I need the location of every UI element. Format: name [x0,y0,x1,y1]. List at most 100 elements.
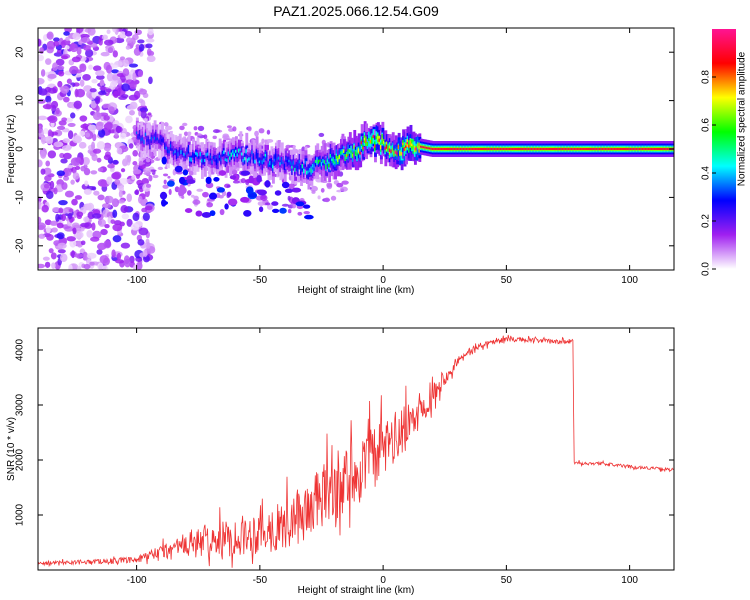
ridge-cell [465,148,469,150]
ridge-cell [600,148,604,150]
noise-blob [42,103,53,110]
noise-blob [90,236,100,242]
noise-blob [104,224,110,229]
scatter-blob [226,184,231,188]
noise-blob [44,219,52,226]
noise-blob [38,159,43,168]
ridge-cell [220,158,224,162]
scatter-blob [232,180,240,184]
noise-blob [70,112,76,119]
x-tick-label: 0 [380,575,386,586]
noise-blob [51,262,56,269]
ridge-cell [366,141,370,146]
noise-blob [64,190,75,198]
noise-blob [115,259,125,264]
ridge-cell [613,148,617,150]
noise-blob [102,265,109,270]
noise-blob [58,207,64,214]
ridge-cell [406,141,410,145]
noise-blob [116,147,123,155]
ridge-cell [305,170,309,175]
ridge-cell [453,148,457,150]
noise-blob [119,56,126,61]
ridge-cell [396,151,400,156]
ridge-cell [489,148,493,150]
ridge-cell [403,146,407,152]
ridge-cell [641,148,645,150]
noise-blob [126,193,133,202]
ridge-cell [334,161,337,165]
noise-blob [43,183,50,189]
noise-blob [63,31,70,36]
spectrogram-x-axis-label: Height of straight line (km) [298,285,415,296]
ridge-cell [516,148,519,150]
x-tick-label: -50 [253,575,268,586]
noise-blob [137,195,143,204]
noise-blob [76,211,84,217]
noise-blob [117,199,125,204]
ridge-cell [452,148,456,150]
ridge-cell [217,159,221,164]
ridge-cell [200,158,204,163]
ridge-cell [308,168,312,173]
colorbar-label: Normalized spectral amplitude [737,51,748,186]
ridge-cell [252,156,256,161]
noise-blob [142,249,148,258]
noise-blob [112,223,123,232]
noise-blob [53,37,60,42]
ridge-cell [149,142,153,146]
lower-blob [178,176,186,185]
ridge-cell [180,150,184,155]
scatter-blob [179,125,185,131]
snr-y-ticks: 1000 2000 3000 4000 [15,338,674,526]
noise-blob [69,65,79,75]
scatter-blob [162,184,169,189]
ridge-cell [150,137,154,141]
noise-blob [67,130,74,140]
ridge-cell [464,148,468,150]
ridge-cell [341,150,345,154]
ridge-cell [625,148,629,150]
noise-blob [112,171,122,180]
x-tick-label: 50 [501,275,513,286]
scatter-blob [324,197,330,203]
lower-blob [240,170,251,176]
scatter-blob [212,135,217,140]
ridge-cell [381,137,385,141]
ridge-cell [206,152,210,156]
ridge-cell [237,148,241,153]
scatter-blob [167,175,171,179]
noise-blob [83,44,91,51]
noise-blob [91,141,96,151]
noise-blob [76,28,84,34]
ridge-cell [529,148,533,150]
scatter-blob [287,195,291,201]
scatter-blob [269,184,273,188]
lower-blob [256,174,262,183]
lower-blob [159,191,168,200]
lower-blob [240,196,250,203]
scatter-blob [163,179,167,185]
scatter-blob [330,195,337,201]
y-tick-label: 3000 [15,393,26,416]
noise-blob [38,196,42,203]
ridge-cell [300,168,303,172]
lower-blob [201,212,212,218]
noise-blob [114,37,125,44]
ridge-cell [310,168,314,173]
ridge-cell [374,144,377,148]
scatter-blob [145,158,151,163]
noise-blob [137,70,144,78]
ridge-cell [487,148,491,150]
ridge-cell [527,148,531,150]
noise-blob [52,207,61,213]
ridge-cell [581,148,584,150]
noise-blob [42,256,50,261]
ridge-cell [240,152,244,156]
noise-blob [145,43,153,49]
noise-blob [69,208,74,213]
noise-blob [96,249,103,255]
scatter-blob [226,125,232,129]
ridge-cell [158,139,161,143]
